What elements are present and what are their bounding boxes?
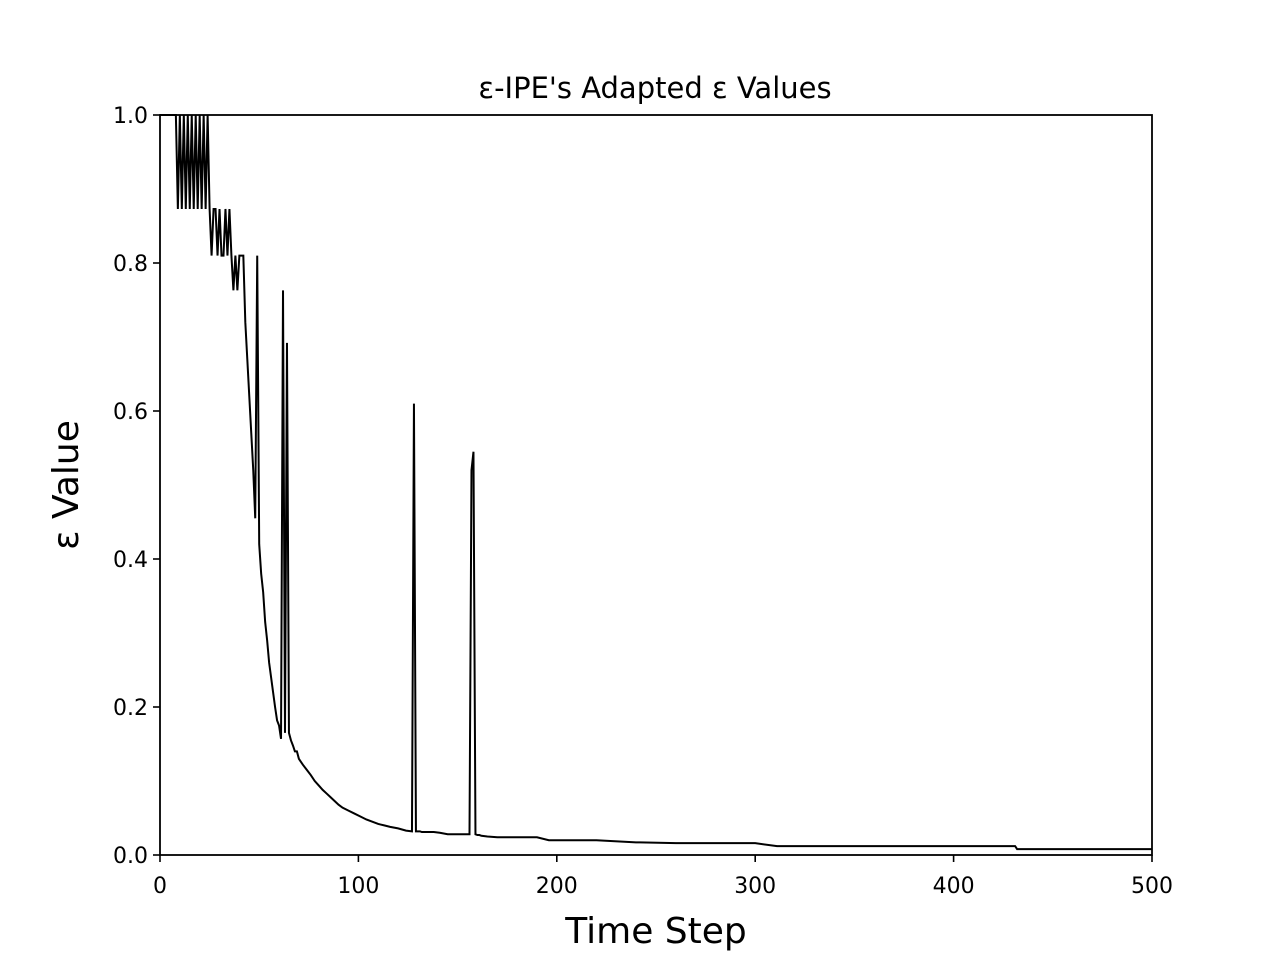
x-tick-label: 400 xyxy=(933,874,975,899)
series-line-0 xyxy=(160,114,1152,851)
x-tick-label: 0 xyxy=(153,874,167,899)
y-tick-label: 0.8 xyxy=(113,252,148,277)
x-tick-label: 200 xyxy=(536,874,578,899)
y-tick-label: 0.4 xyxy=(113,548,148,573)
y-tick-label: 0.6 xyxy=(113,400,148,425)
y-axis-title: ε Value xyxy=(46,420,87,550)
plot-area xyxy=(160,114,1152,851)
x-tick-label: 100 xyxy=(337,874,379,899)
y-tick-label: 0.0 xyxy=(113,844,148,869)
x-axis: 0 100 200 300 400 500 xyxy=(153,855,1173,899)
plot-frame xyxy=(159,114,1153,856)
y-tick-label: 0.2 xyxy=(113,696,148,721)
chart-title: ε-IPE's Adapted ε Values xyxy=(478,71,831,105)
x-axis-title: Time Step xyxy=(564,911,747,952)
x-tick-label: 500 xyxy=(1131,874,1173,899)
y-tick-label: 1.0 xyxy=(113,104,148,129)
x-tick-label: 300 xyxy=(734,874,776,899)
y-axis: 0.0 0.2 0.4 0.6 0.8 1.0 xyxy=(113,104,160,869)
